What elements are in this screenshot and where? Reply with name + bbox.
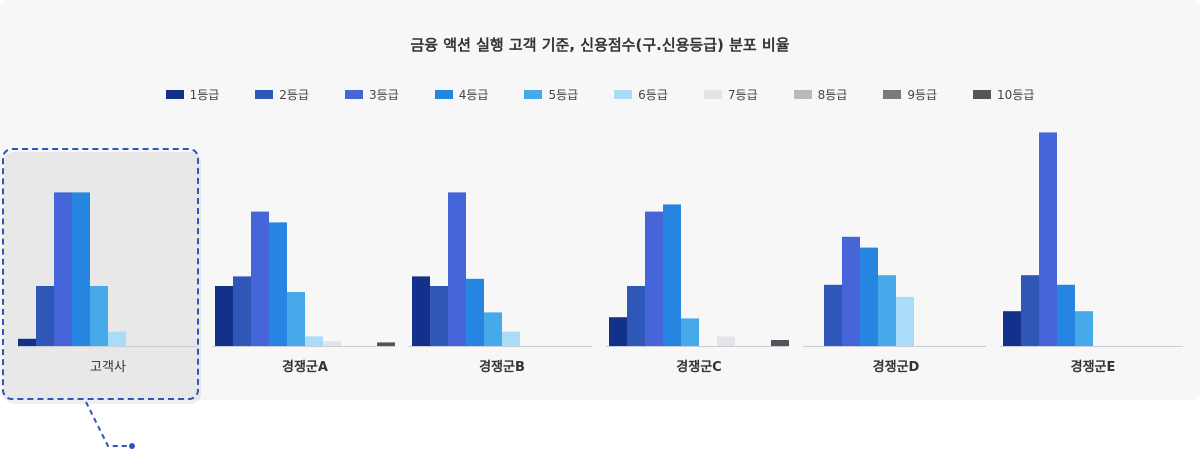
legend-item: 7등급: [703, 85, 758, 103]
legend-label: 5등급: [548, 87, 579, 102]
highlight-connector: [85, 401, 132, 447]
bar-6등급-경쟁군D: [896, 296, 914, 346]
bar-7등급-경쟁군C: [717, 336, 735, 346]
bar-7등급-경쟁군A: [323, 341, 341, 346]
bar-2등급-경쟁군E: [1021, 275, 1039, 346]
bar-5등급-경쟁군E: [1075, 311, 1093, 346]
bar-4등급-경쟁군B: [466, 278, 484, 346]
bar-3등급-경쟁군B: [448, 192, 466, 346]
bar-5등급-경쟁군C: [681, 318, 699, 346]
bar-2등급-경쟁군C: [627, 286, 645, 346]
legend-swatch: [255, 89, 274, 99]
category-label: 경쟁군D: [873, 359, 920, 375]
bar-10등급-경쟁군C: [771, 340, 789, 346]
bar-2등급-고객사: [36, 286, 54, 346]
highlight-box: [2, 148, 199, 400]
category-label: 경쟁군C: [676, 359, 721, 375]
legend-swatch: [345, 89, 364, 99]
legend-label: 4등급: [458, 87, 489, 102]
bar-4등급-경쟁군C: [663, 204, 681, 346]
legend-swatch: [434, 89, 453, 99]
legend-item: 4등급: [434, 85, 489, 103]
highlight-shadow: [4, 152, 201, 404]
bar-3등급-경쟁군A: [251, 211, 269, 346]
legend-label: 10등급: [997, 87, 1035, 102]
bar-3등급-경쟁군D: [842, 236, 860, 346]
legend-label: 7등급: [727, 87, 758, 102]
category-label: 경쟁군B: [479, 359, 525, 375]
legend-item: 1등급: [165, 85, 220, 103]
legend-swatch: [793, 89, 812, 99]
legend-item: 10등급: [973, 85, 1034, 103]
legend-swatch: [614, 89, 633, 99]
legend-swatch: [524, 89, 543, 99]
legend-swatch: [165, 89, 184, 99]
bar-4등급-고객사: [72, 192, 90, 346]
bar-5등급-경쟁군D: [878, 275, 896, 346]
bar-6등급-경쟁군B: [502, 331, 520, 346]
bar-3등급-경쟁군E: [1039, 132, 1057, 346]
chart-panel: [0, 0, 1200, 400]
category-label: 경쟁군E: [1071, 359, 1116, 375]
legend-item: 8등급: [793, 85, 848, 103]
legend-label: 6등급: [638, 87, 668, 102]
legend-label: 1등급: [189, 87, 220, 102]
legend-label: 9등급: [907, 87, 938, 102]
legend-label: 8등급: [817, 87, 848, 102]
chart-legend: 1등급 2등급 3등급 4등급 5등급 6등급 7등급 8등급 9등급 10등급: [0, 85, 1200, 103]
bar-5등급-경쟁군B: [484, 312, 502, 346]
category-label: 경쟁군A: [282, 359, 328, 375]
legend-item: 9등급: [883, 85, 937, 103]
bar-5등급-경쟁군A: [287, 292, 305, 346]
legend-label: 3등급: [369, 87, 399, 102]
legend-swatch: [703, 89, 722, 99]
legend-item: 6등급: [614, 85, 668, 103]
bar-4등급-경쟁군E: [1057, 284, 1075, 346]
category-label: 고객사: [90, 360, 126, 375]
bar-5등급-고객사: [90, 286, 108, 346]
bar-2등급-경쟁군A: [233, 276, 251, 346]
bar-1등급-경쟁군C: [609, 317, 627, 346]
bar-6등급-경쟁군A: [305, 336, 323, 346]
bar-3등급-경쟁군C: [645, 211, 663, 346]
bar-1등급-경쟁군A: [215, 286, 233, 346]
bar-1등급-경쟁군E: [1003, 311, 1021, 346]
legend-item: 2등급: [255, 85, 309, 103]
bar-2등급-경쟁군D: [824, 284, 842, 346]
legend-item: 5등급: [524, 85, 578, 103]
legend-label: 2등급: [279, 87, 310, 102]
bar-6등급-고객사: [108, 331, 126, 346]
legend-swatch: [973, 89, 992, 99]
bar-1등급-고객사: [18, 338, 36, 346]
legend-item: 3등급: [345, 85, 399, 103]
bar-4등급-경쟁군D: [860, 247, 878, 346]
bar-3등급-고객사: [54, 192, 72, 346]
legend-swatch: [883, 89, 902, 99]
bar-2등급-경쟁군B: [430, 286, 448, 346]
bar-4등급-경쟁군A: [269, 222, 287, 346]
bar-1등급-경쟁군B: [412, 276, 430, 346]
bar-10등급-경쟁군A: [377, 342, 395, 346]
chart-title: 금융 액션 실행 고객 기준, 신용점수(구.신용등급) 분포 비율: [410, 36, 790, 54]
connector-dot: [129, 443, 135, 449]
